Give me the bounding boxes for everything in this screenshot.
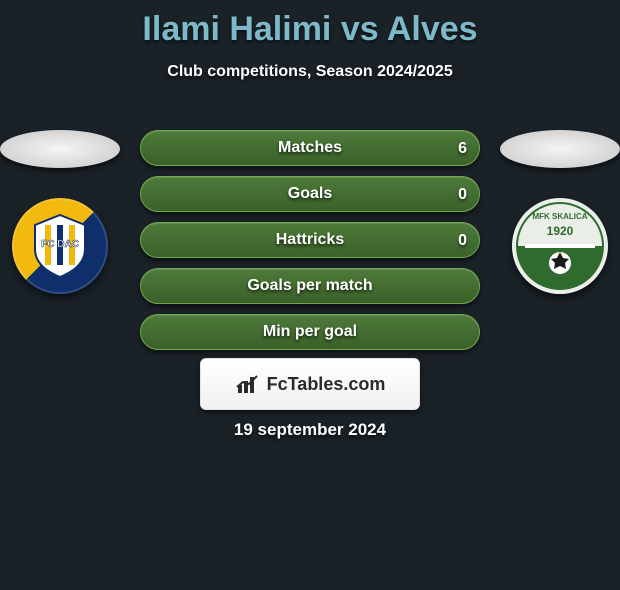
stat-row-matches: Matches 6 — [140, 130, 480, 166]
brand-badge: FcTables.com — [200, 358, 420, 410]
stat-label: Goals per match — [247, 277, 372, 295]
stat-right-value: 0 — [458, 223, 467, 259]
club-left: FC DAC — [0, 130, 120, 294]
stat-row-goals: Goals 0 — [140, 176, 480, 212]
stat-right-value: 6 — [458, 131, 467, 167]
stat-row-hattricks: Hattricks 0 — [140, 222, 480, 258]
club-badge-right-text: MFK SKALICA — [532, 212, 587, 221]
stat-right-value: 0 — [458, 177, 467, 213]
club-badge-left-text: FC DAC — [41, 239, 79, 250]
brand-text: FcTables.com — [267, 374, 386, 395]
player-name-ellipse-right — [500, 130, 620, 168]
club-badge-left-svg: FC DAC — [25, 211, 95, 281]
stat-label: Hattricks — [276, 231, 344, 249]
stats-list: Matches 6 Goals 0 Hattricks 0 Goals per … — [140, 130, 480, 350]
page-title: Ilami Halimi vs Alves — [0, 10, 620, 49]
date-text: 19 september 2024 — [0, 420, 620, 440]
page-subtitle: Club competitions, Season 2024/2025 — [0, 63, 620, 81]
club-badge-left: FC DAC — [12, 198, 108, 294]
club-badge-right: MFK SKALICA 1920 — [512, 198, 608, 294]
brand-chart-icon — [235, 373, 261, 395]
club-badge-right-svg: MFK SKALICA 1920 — [515, 201, 605, 291]
stat-label: Goals — [288, 185, 332, 203]
stat-label: Min per goal — [263, 323, 357, 341]
club-badge-right-year: 1920 — [547, 224, 574, 238]
club-right: MFK SKALICA 1920 — [500, 130, 620, 294]
stat-row-goals-per-match: Goals per match — [140, 268, 480, 304]
player-name-ellipse-left — [0, 130, 120, 168]
stat-row-min-per-goal: Min per goal — [140, 314, 480, 350]
stat-label: Matches — [278, 139, 342, 157]
